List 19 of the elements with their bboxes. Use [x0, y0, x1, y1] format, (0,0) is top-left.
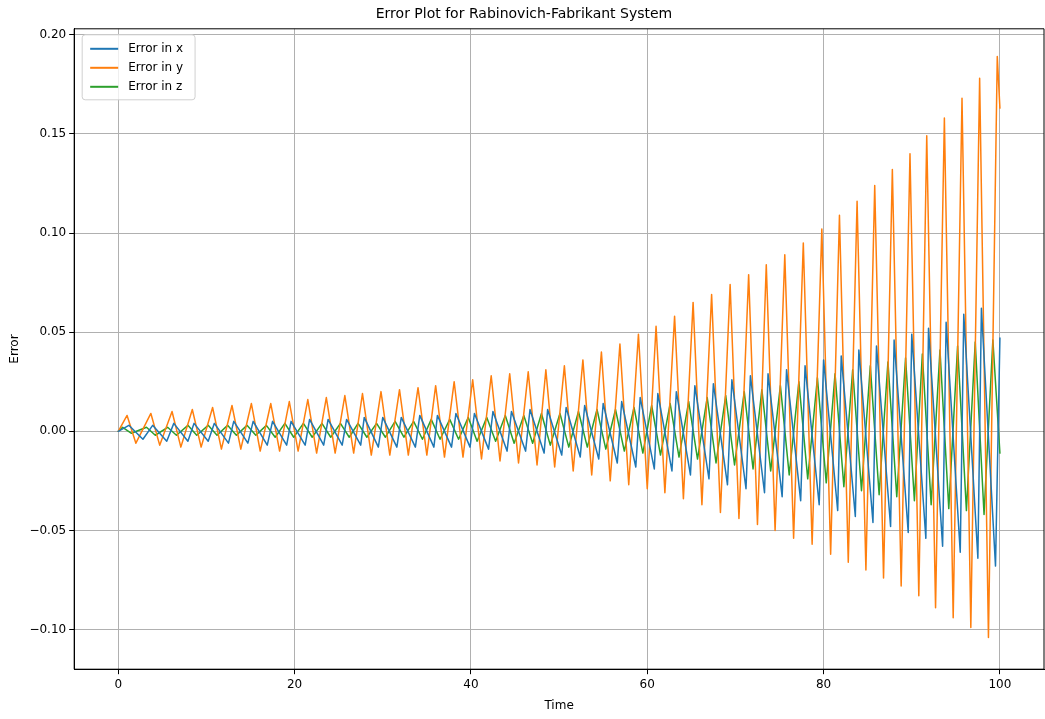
y-tick-label: 0.15 — [39, 126, 67, 141]
x-tick-label: 40 — [463, 676, 479, 691]
chart-title: Error Plot for Rabinovich-Fabrikant System — [375, 5, 673, 22]
x-axis-title: Time — [543, 697, 574, 712]
y-axis-title: Error — [7, 334, 22, 364]
y-tick-label: −0.05 — [29, 522, 67, 537]
x-tick-label: 0 — [114, 676, 123, 691]
x-tick-label: 80 — [815, 676, 832, 691]
y-tick-label: 0.20 — [39, 26, 67, 41]
legend-label: Error in y — [128, 59, 184, 74]
y-tick-label: 0.05 — [39, 324, 67, 339]
y-tick-label: −0.10 — [29, 621, 67, 636]
x-tick-label: 20 — [286, 676, 303, 691]
legend-label: Error in z — [128, 78, 183, 93]
legend-label: Error in x — [128, 40, 184, 55]
y-tick-label: 0.00 — [39, 423, 67, 438]
x-tick-label: 60 — [639, 676, 655, 691]
y-tick-label: 0.10 — [39, 225, 67, 240]
x-tick-label: 100 — [988, 676, 1012, 691]
